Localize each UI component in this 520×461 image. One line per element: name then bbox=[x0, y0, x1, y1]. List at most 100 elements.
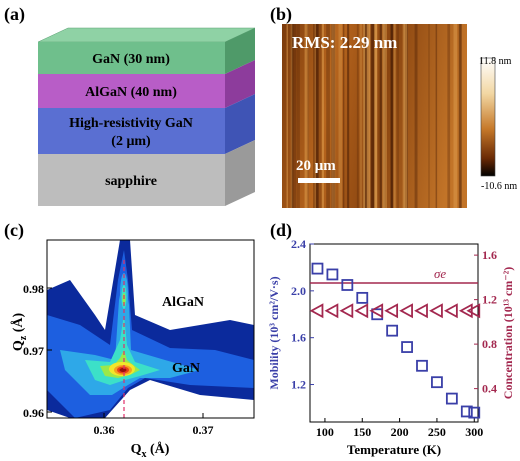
layer-gan-front bbox=[38, 42, 225, 74]
afm-streak bbox=[363, 24, 366, 208]
panel-label-b: (b) bbox=[270, 4, 292, 24]
afm-streak bbox=[404, 24, 408, 208]
panel-label-d: (d) bbox=[270, 220, 292, 240]
rsm-ylabel: Qz (Å) bbox=[10, 313, 29, 352]
afm-panel: RMS: 2.29 nm 20 μm 11.8 nm -10.6 nm bbox=[282, 24, 517, 208]
afm-streak bbox=[374, 24, 378, 208]
concentration-point bbox=[466, 303, 481, 319]
rsm-label-gan: GaN bbox=[172, 361, 200, 376]
mobility-point bbox=[431, 376, 443, 389]
afm-streak bbox=[371, 24, 374, 208]
afm-streak bbox=[296, 24, 300, 208]
concentration-point bbox=[384, 303, 399, 319]
rsm-contour-map bbox=[47, 240, 254, 418]
mobility-point bbox=[445, 392, 458, 405]
y-right-tick-label: 1.2 bbox=[482, 293, 497, 307]
afm-streak bbox=[382, 24, 387, 208]
afm-streak bbox=[291, 24, 294, 208]
temperature-axis-label: Temperature (K) bbox=[347, 442, 441, 457]
y-left-tick-label: 2.0 bbox=[291, 284, 306, 298]
afm-streak bbox=[319, 24, 322, 208]
afm-streak bbox=[286, 24, 288, 208]
afm-scale-bar bbox=[298, 178, 340, 183]
mobility-point bbox=[401, 341, 413, 353]
hall-chart-frame bbox=[309, 243, 479, 423]
concentration-point bbox=[443, 303, 458, 319]
mobility-point bbox=[468, 406, 481, 419]
afm-streak bbox=[428, 24, 430, 208]
afm-streak bbox=[304, 24, 307, 208]
y-left-tick-label: 1.2 bbox=[291, 378, 306, 392]
layer-algan-label: AlGaN (40 nm) bbox=[85, 85, 177, 100]
layer-sapphire-label: sapphire bbox=[105, 174, 157, 189]
afm-streak bbox=[356, 24, 359, 208]
y-left-tick-label: 1.6 bbox=[291, 331, 306, 345]
y-right-tick-label: 0.4 bbox=[482, 382, 497, 396]
afm-colorbar bbox=[480, 57, 496, 177]
afm-streak bbox=[390, 24, 393, 208]
afm-streak bbox=[307, 24, 309, 208]
x-tick-label: 100 bbox=[316, 425, 334, 439]
concentration-point bbox=[339, 303, 354, 319]
afm-streak bbox=[447, 24, 451, 208]
concentration-point bbox=[429, 303, 443, 319]
layer-hr-gan-label: High-resistivity GaN bbox=[69, 116, 193, 131]
afm-streak bbox=[414, 24, 418, 208]
afm-streak bbox=[403, 24, 406, 208]
rsm-xlabel: Qx (Å) bbox=[131, 441, 170, 460]
mobility-point bbox=[386, 324, 399, 337]
afm-streak bbox=[332, 24, 336, 208]
afm-streak bbox=[347, 24, 350, 208]
y-right-tick-label: 0.8 bbox=[482, 337, 497, 351]
concentration-point bbox=[399, 303, 413, 319]
afm-rms-label: RMS: 2.29 nm bbox=[292, 33, 397, 52]
mobility-axis-label: Mobility (10³ cm²/V·s) bbox=[267, 276, 281, 389]
stack-top-face bbox=[37, 27, 256, 43]
panel-label-c: (c) bbox=[4, 220, 24, 240]
afm-streak bbox=[458, 24, 461, 208]
afm-scale-bar-label: 20 μm bbox=[296, 158, 336, 174]
afm-streak bbox=[313, 24, 318, 208]
afm-streak bbox=[453, 24, 458, 208]
stack-side-sapphire bbox=[225, 140, 255, 206]
afm-streak bbox=[459, 24, 462, 208]
afm-streak bbox=[305, 24, 309, 208]
rsm-ytick-1: 0.97 bbox=[23, 344, 44, 358]
mobility-point bbox=[460, 405, 473, 418]
stack-side-algan bbox=[225, 60, 255, 108]
afm-streak bbox=[293, 24, 296, 208]
layer-hr-gan-front bbox=[38, 108, 225, 154]
hall-chart: 100 150 200 250 3001.21.62.02.40.40.81.21.6 … bbox=[267, 237, 515, 457]
rsm-xtick-0: 0.36 bbox=[94, 423, 115, 437]
concentration-axis-label: Concentration (10¹³ cm⁻²) bbox=[501, 267, 515, 399]
rsm-panel: 0.98 0.97 0.96 0.36 0.37 AlGaN GaN Qz (Å… bbox=[10, 239, 255, 460]
layer-stack-diagram: GaN (30 nm) AlGaN (40 nm) High-resistivi… bbox=[37, 27, 256, 206]
layer-sapphire-front bbox=[38, 154, 225, 206]
sigma-e-label: σe bbox=[434, 266, 446, 281]
afm-streak bbox=[330, 24, 333, 208]
afm-streak bbox=[370, 24, 373, 208]
afm-streak bbox=[372, 24, 376, 208]
afm-colorbar-min: -10.6 nm bbox=[481, 181, 517, 192]
afm-streak bbox=[331, 24, 336, 208]
concentration-point bbox=[309, 303, 324, 319]
afm-streak bbox=[316, 24, 319, 208]
x-tick-label: 300 bbox=[465, 425, 483, 439]
rsm-frame bbox=[46, 239, 255, 419]
afm-streak bbox=[402, 24, 405, 208]
afm-streak bbox=[397, 24, 399, 208]
afm-streak bbox=[393, 24, 396, 208]
afm-streak bbox=[365, 24, 369, 208]
mobility-point bbox=[356, 291, 369, 304]
afm-streak bbox=[326, 24, 330, 208]
rsm-ytick-2: 0.96 bbox=[23, 406, 44, 420]
hall-chart-marks: 100 150 200 250 300 1.2 1.6 2.0 2.4 0.4 0.8 1.2 1.6 bbox=[291, 237, 497, 439]
afm-texture bbox=[286, 24, 462, 208]
layer-hr-gan-thickness: (2 μm) bbox=[111, 134, 151, 149]
concentration-point bbox=[324, 303, 339, 319]
mobility-point bbox=[341, 279, 354, 291]
rsm-xtick-1: 0.37 bbox=[193, 423, 214, 437]
mobility-point bbox=[326, 268, 339, 281]
afm-streak bbox=[314, 24, 316, 208]
afm-streak bbox=[343, 24, 345, 208]
